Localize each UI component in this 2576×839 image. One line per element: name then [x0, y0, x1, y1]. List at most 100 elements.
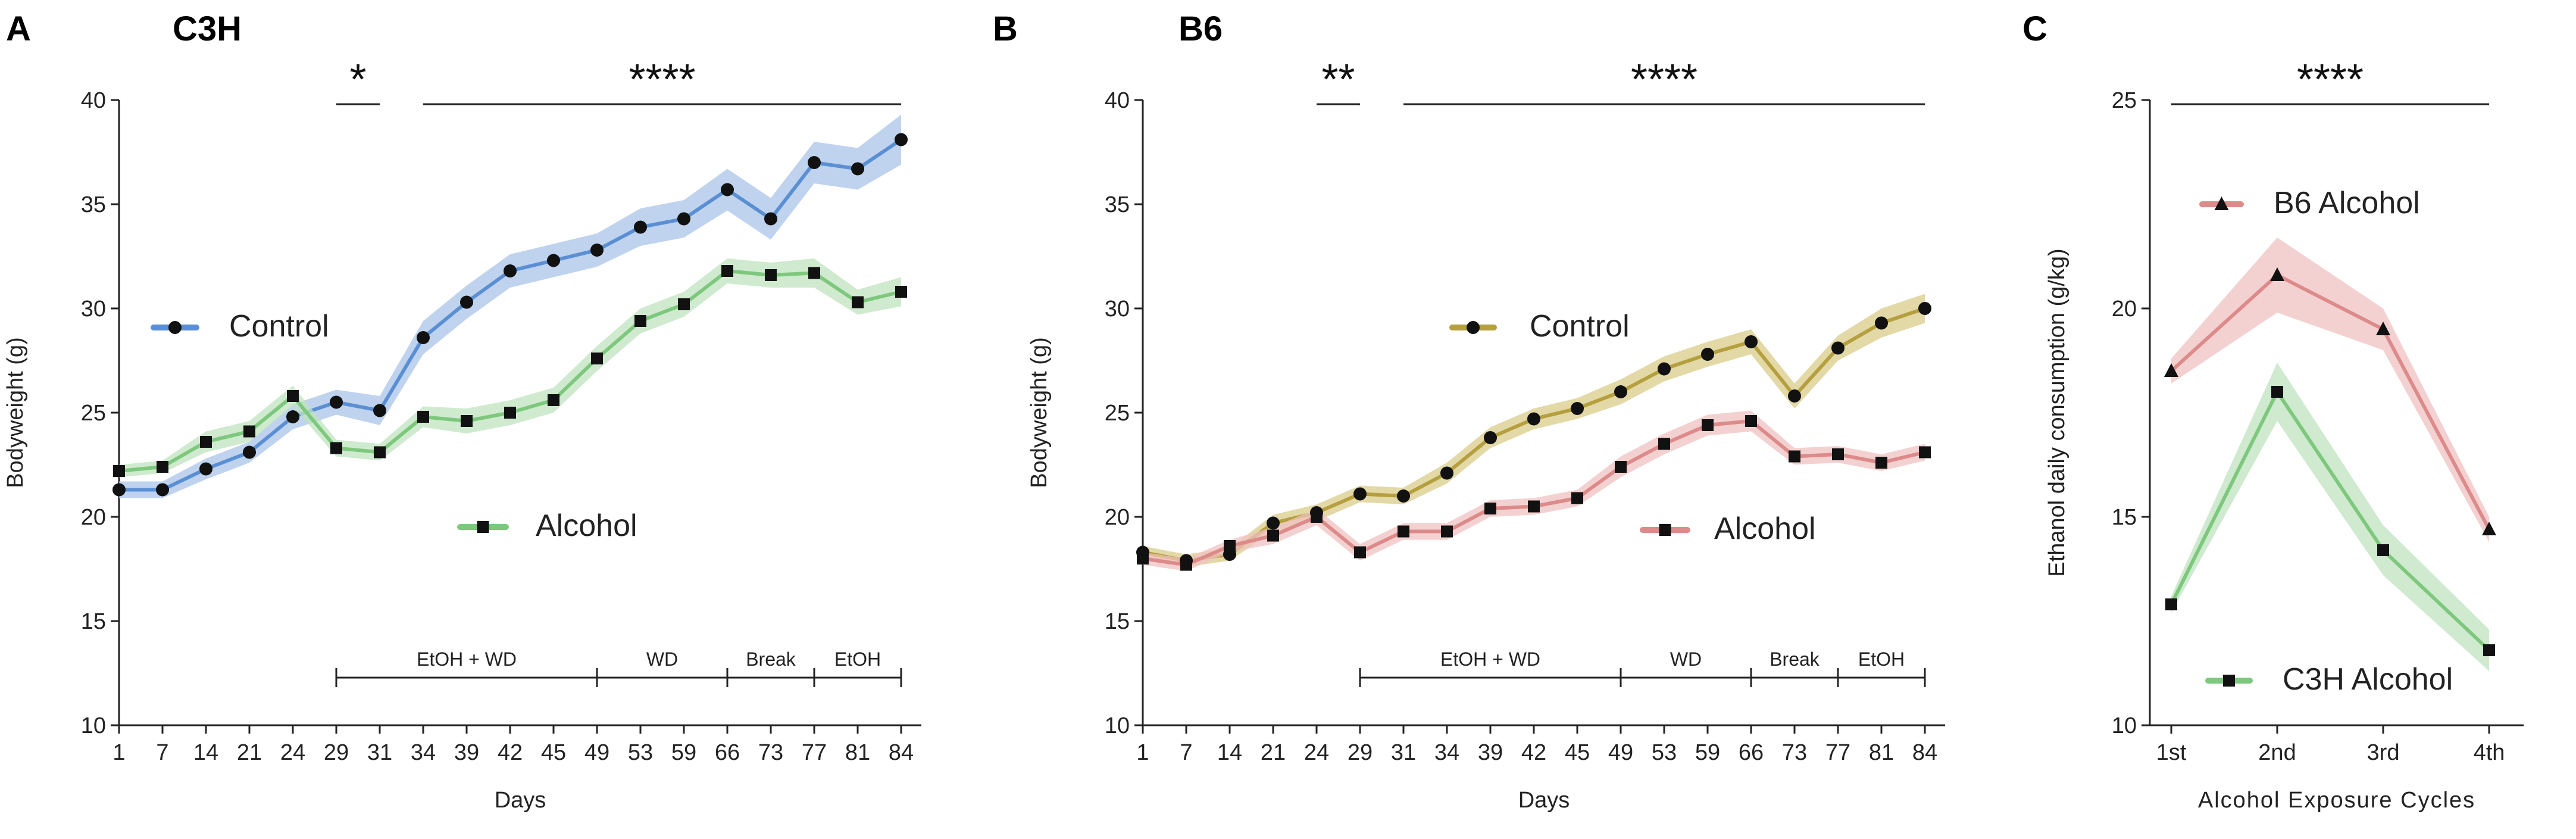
legend-label: Control [1530, 309, 1630, 344]
data-point-alcohol [1528, 500, 1540, 513]
data-point-control [1527, 412, 1540, 426]
data-point-control [547, 254, 560, 267]
panel-b-title: B6 [1178, 10, 1223, 48]
y-tick-label: 15 [2112, 505, 2137, 530]
data-point-alcohol [1658, 438, 1670, 450]
data-point-control [417, 331, 430, 344]
data-point-alcohol [1484, 503, 1496, 514]
data-point-control [1701, 348, 1714, 361]
data-point-alcohol [1398, 525, 1409, 538]
x-tick-label: 66 [1739, 740, 1764, 765]
y-tick-label: 35 [1105, 192, 1130, 217]
x-tick-label: 73 [1782, 740, 1807, 765]
phase-label: WD [646, 648, 678, 670]
significance-label: **** [1631, 56, 1697, 104]
phase-label: WD [1670, 648, 1702, 670]
data-point-alcohol [1267, 529, 1279, 542]
data-point-alcohol [1137, 553, 1149, 564]
panel-c-letter: C [2022, 10, 2047, 48]
x-tick-label: 49 [584, 740, 609, 765]
data-point-alcohol [721, 265, 733, 277]
x-tick-label: 42 [498, 740, 523, 765]
phase-label: EtOH [1858, 648, 1905, 670]
data-point-alcohol [765, 269, 777, 281]
data-point-alcohol [895, 286, 907, 298]
x-tick-label: 4th [2474, 740, 2505, 765]
x-tick-label: 7 [1180, 740, 1192, 765]
data-point-control [373, 404, 386, 417]
panel-c-chart: 10 15 20 25 1st 2nd 3rd 4th Alcohol Exposure Cyc… [2044, 56, 2524, 813]
x-axis-label: Days [1518, 788, 1570, 813]
data-point-control [243, 445, 256, 459]
data-point-control [634, 220, 647, 234]
x-tick-label: 42 [1521, 740, 1546, 765]
data-point-alcohol [1354, 546, 1366, 559]
error-band-control [119, 114, 901, 498]
x-tick-label: 21 [237, 740, 262, 765]
data-point-alcohol [330, 442, 342, 454]
data-point-alcohol [417, 411, 429, 423]
x-tick-label: 34 [411, 740, 436, 765]
data-point-b6-alcohol [2376, 322, 2390, 335]
x-tick-label: 77 [802, 740, 827, 765]
error-band-alcohol [119, 258, 901, 478]
legend-label: Control [229, 309, 329, 344]
data-point-alcohol [1919, 446, 1931, 459]
data-point-control [808, 156, 821, 169]
y-tick-label: 20 [81, 505, 106, 530]
legend-marker [1467, 321, 1480, 334]
data-point-control [590, 244, 604, 257]
error-band-control [1143, 294, 1925, 567]
series-line-c3h-alcohol [2169, 388, 2491, 652]
data-point-alcohol [113, 465, 125, 477]
data-point-control [330, 395, 343, 409]
panel-a-chart: 10 15 20 25 30 35 40 1 7 14 21 24 29 31 34 39 42 45 49 53 59… [3, 56, 921, 813]
data-point-control [1397, 489, 1410, 503]
y-tick-label: 25 [2112, 88, 2137, 113]
phase-label: Break [746, 648, 796, 670]
y-tick-label: 15 [81, 609, 106, 634]
data-point-control [1918, 302, 1931, 315]
data-point-alcohol [200, 436, 212, 448]
data-point-control [1267, 516, 1280, 530]
data-point-alcohol [374, 446, 386, 459]
data-point-control [851, 162, 864, 176]
x-tick-label: 31 [1391, 740, 1416, 765]
x-tick-label: 39 [454, 740, 479, 765]
data-point-control [1614, 385, 1627, 398]
y-tick-label: 10 [81, 713, 106, 738]
x-tick-label: 3rd [2367, 740, 2400, 765]
data-point-alcohol [243, 425, 255, 438]
y-tick-label: 30 [81, 297, 106, 322]
data-point-b6-alcohol [2482, 522, 2496, 535]
y-tick-label: 30 [1105, 297, 1130, 322]
data-point-alcohol [1832, 448, 1844, 460]
data-point-c3h-alcohol [2377, 544, 2389, 556]
data-point-control [156, 483, 169, 497]
data-point-alcohol [634, 315, 646, 327]
x-tick-label: 73 [758, 740, 783, 765]
x-tick-label: 84 [1912, 740, 1937, 765]
data-point-alcohol [1180, 559, 1192, 571]
significance-label: **** [2297, 56, 2364, 104]
data-point-alcohol [808, 267, 820, 279]
x-tick-label: 59 [671, 740, 696, 765]
data-point-alcohol [548, 394, 559, 406]
x-tick-label: 53 [628, 740, 653, 765]
data-point-control [677, 212, 690, 226]
data-point-alcohol [591, 353, 603, 364]
x-tick-label: 29 [324, 740, 349, 765]
y-tick-label: 20 [1105, 505, 1130, 530]
legend-label: Alcohol [536, 509, 637, 543]
x-tick-label: 34 [1434, 740, 1459, 765]
panel-b-letter: B [993, 10, 1018, 48]
data-point-b6-alcohol [2270, 267, 2284, 281]
y-tick-label: 20 [2112, 297, 2137, 322]
y-tick-label: 10 [2112, 713, 2137, 738]
data-point-alcohol [1571, 492, 1583, 504]
legend-marker [477, 521, 489, 533]
phase-label: EtOH + WD [417, 648, 517, 670]
x-tick-label: 66 [715, 740, 740, 765]
legend-marker [1659, 524, 1671, 536]
legend-label: B6 Alcohol [2274, 186, 2420, 220]
